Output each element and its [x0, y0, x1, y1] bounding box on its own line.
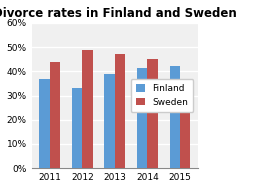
- Bar: [50, 62, 60, 168]
- Bar: [115, 54, 125, 168]
- Bar: [169, 66, 180, 168]
- Bar: [137, 68, 147, 168]
- Bar: [82, 49, 93, 168]
- Bar: [180, 79, 190, 168]
- Bar: [105, 74, 115, 168]
- Bar: [39, 79, 50, 168]
- Title: Divorce rates in Finland and Sweden: Divorce rates in Finland and Sweden: [0, 7, 237, 20]
- Bar: [72, 88, 82, 168]
- Bar: [147, 59, 158, 168]
- Legend: Finland, Sweden: Finland, Sweden: [130, 79, 194, 112]
